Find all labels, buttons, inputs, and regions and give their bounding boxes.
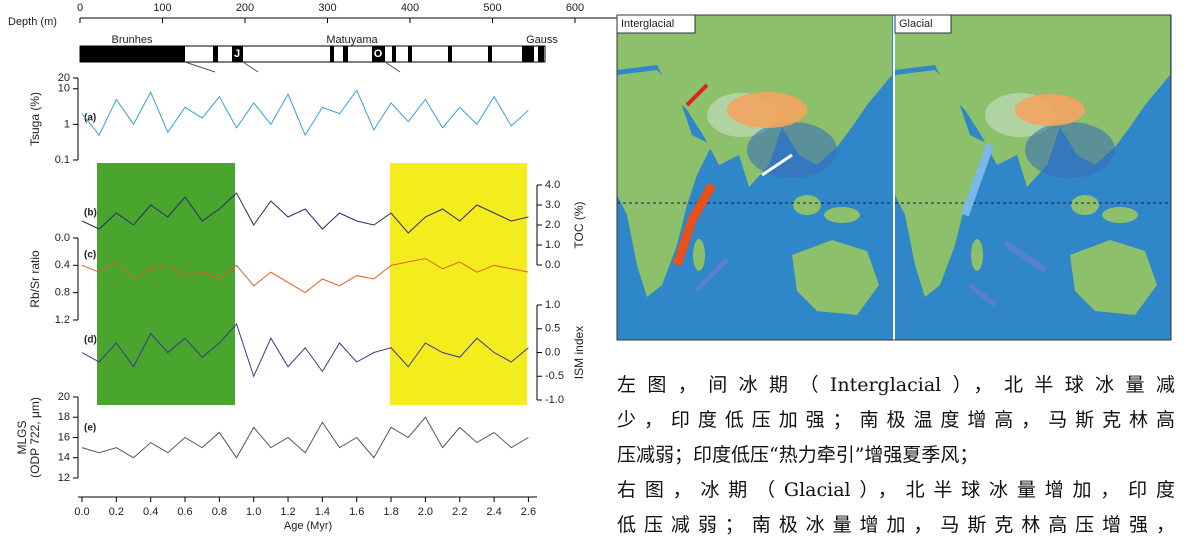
y-axis-title: TOC (%) [572, 201, 586, 248]
y-tick-label: 1.2 [55, 314, 70, 326]
y-tick-label: 1.0 [545, 299, 560, 311]
y-tick-label: 10 [58, 83, 70, 95]
polarity-label: O [374, 48, 383, 60]
y-tick-label: 12 [58, 472, 70, 484]
age-tick-label: 1.0 [246, 506, 261, 518]
depth-tick-label: 0 [77, 2, 83, 14]
y-tick-label: 1 [64, 118, 70, 130]
age-title: Age (Myr) [284, 520, 332, 532]
age-tick-label: 0.0 [74, 506, 89, 518]
y-tick-label: 0.8 [55, 287, 70, 299]
y-axis-title: Rb/Sr ratio [28, 250, 42, 308]
y-tick-label: 16 [58, 431, 70, 443]
polarity-label: Matuyama [326, 34, 378, 46]
y-axis-title: (ODP 722, μm) [28, 397, 42, 478]
age-tick-label: 1.4 [315, 506, 330, 518]
caption-line: 右图，冰期（Glacial），北半球冰量增加，印度 [617, 479, 1175, 501]
map-label: Interglacial [621, 18, 674, 30]
depth-tick-label: 100 [153, 2, 171, 14]
y-tick-label: -0.5 [545, 370, 564, 382]
y-axis-title: MLGS [15, 420, 29, 454]
age-tick-label: 0.2 [109, 506, 124, 518]
age-tick-label: 1.2 [280, 506, 295, 518]
caption-line: 少，印度低压加强；南极温度增高，马斯克林高 [617, 409, 1175, 431]
polarity-label: J [234, 48, 240, 60]
caption-line: 低压减弱；南极冰量增加，马斯克林高压增强， [617, 514, 1175, 536]
highlight-green [97, 163, 235, 405]
y-tick-label: 20 [58, 72, 70, 84]
series-line [81, 257, 529, 294]
panel-label: (a) [84, 113, 96, 124]
depth-tick-label: 300 [318, 2, 336, 14]
y-tick-label: 0.4 [55, 259, 70, 271]
polarity-label: Brunhes [112, 34, 153, 46]
y-tick-label: 3.0 [545, 199, 560, 211]
panel-label: (c) [84, 250, 96, 261]
age-tick-label: 0.4 [143, 506, 158, 518]
y-tick-label: 14 [58, 452, 70, 464]
polarity-label: Gauss [526, 34, 558, 46]
age-tick-label: 2.0 [418, 506, 433, 518]
age-tick-label: 0.8 [212, 506, 227, 518]
y-tick-label: 0.0 [545, 259, 560, 271]
map-left [616, 14, 893, 340]
panel-label: (e) [84, 423, 96, 434]
y-tick-label: 2.0 [545, 219, 560, 231]
highlight-yellow [390, 163, 527, 405]
y-tick-label: 18 [58, 411, 70, 423]
y-tick-label: -1.0 [545, 394, 564, 406]
depth-tick-label: 200 [236, 2, 254, 14]
caption-line: 左图，间冰期（Interglacial），北半球冰量减 [617, 374, 1175, 396]
depth-title: Depth (m) [8, 16, 57, 28]
caption-line: 压减弱；印度低压“热力牵引”增强夏季风； [617, 444, 979, 466]
y-tick-label: 20 [58, 391, 70, 403]
polarity-bar [79, 45, 546, 73]
y-tick-label: 1.0 [545, 239, 560, 251]
y-axis-title: ISM index [572, 326, 586, 379]
y-axis-title: Tsuga (%) [28, 92, 42, 146]
y-tick-label: 0.5 [545, 323, 560, 335]
map-frame [616, 14, 1172, 341]
age-tick-label: 1.6 [349, 506, 364, 518]
map-right [894, 14, 1171, 340]
depth-tick-label: 500 [483, 2, 501, 14]
y-tick-label: 4.0 [545, 179, 560, 191]
panel-label: (b) [84, 208, 97, 219]
series-line [81, 416, 529, 459]
age-tick-label: 1.8 [383, 506, 398, 518]
age-tick-label: 2.4 [486, 506, 501, 518]
series-line [81, 323, 529, 378]
y-tick-label: 0.1 [55, 154, 70, 166]
age-tick-label: 2.6 [521, 506, 536, 518]
series-line [81, 89, 529, 137]
age-tick-label: 0.6 [177, 506, 192, 518]
depth-tick-label: 400 [401, 2, 419, 14]
y-tick-label: 0.0 [545, 346, 560, 358]
depth-tick-label: 600 [566, 2, 584, 14]
panel-label: (d) [84, 335, 97, 346]
series-line [81, 192, 529, 234]
y-tick-label: 0.0 [55, 232, 70, 244]
map-label: Glacial [899, 18, 933, 30]
age-tick-label: 2.2 [452, 506, 467, 518]
